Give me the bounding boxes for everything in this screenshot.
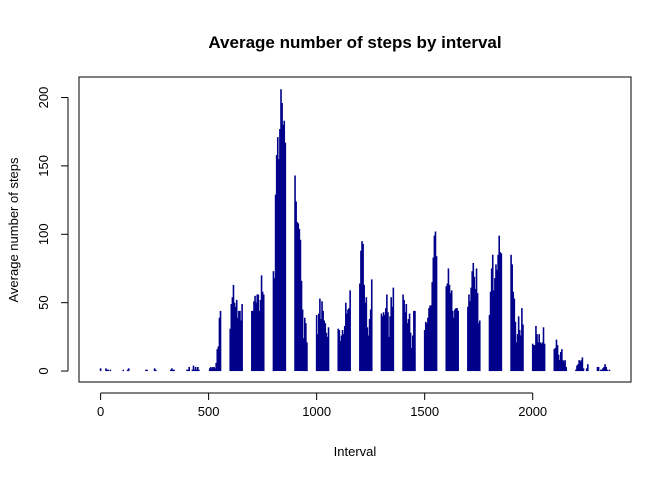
plot-bars [99, 89, 611, 372]
chart-title: Average number of steps by interval [208, 33, 501, 52]
x-axis: 0 500 1000 1500 2000 [97, 392, 547, 419]
y-axis-label: Average number of steps [6, 157, 21, 303]
y-tick-label: 100 [36, 223, 51, 245]
y-tick-label: 200 [36, 87, 51, 109]
y-tick-label: 150 [36, 155, 51, 177]
x-tick-label: 0 [97, 404, 104, 419]
x-tick-label: 500 [198, 404, 220, 419]
plot-frame [78, 76, 632, 383]
x-tick-label: 2000 [518, 404, 547, 419]
y-tick-label: 50 [36, 295, 51, 309]
x-tick-label: 1500 [410, 404, 439, 419]
x-tick-label: 1000 [302, 404, 331, 419]
y-axis: 0 50 100 150 200 [36, 87, 69, 375]
x-axis-label: Interval [334, 444, 377, 459]
y-tick-label: 0 [36, 367, 51, 374]
